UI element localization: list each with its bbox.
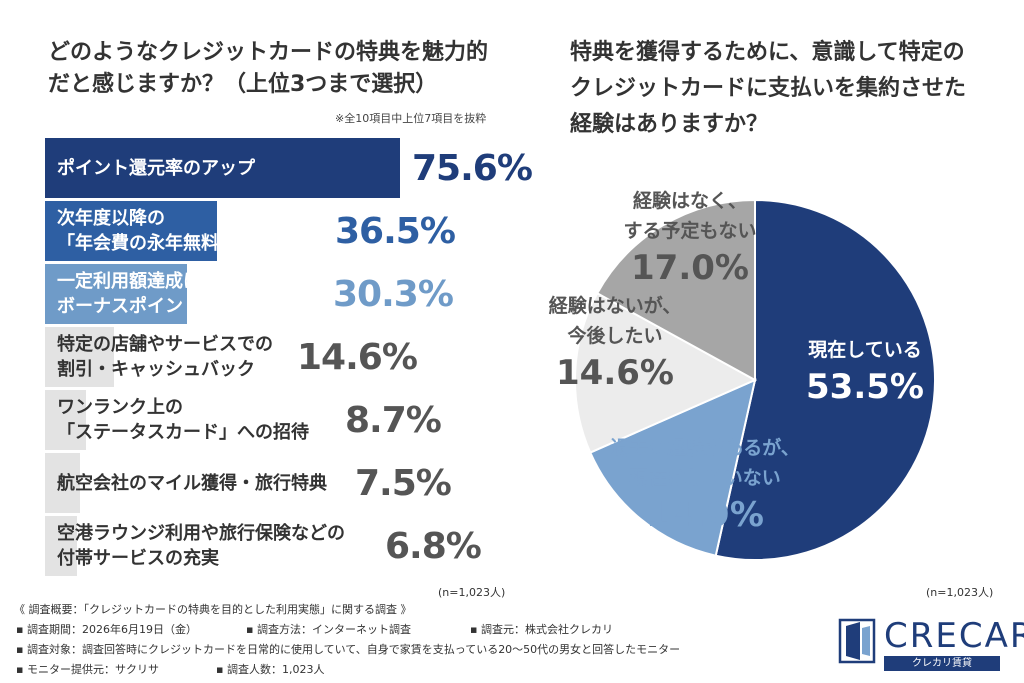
pie-slice-label: する予定もない	[623, 219, 756, 242]
bar-category-line: ボーナスポイント	[57, 296, 201, 317]
logo-text: CRECARI	[884, 616, 1024, 656]
bar-row: 特定の店舗やサービスでの 割引・キャッシュバック 14.6%	[45, 327, 525, 387]
bar-row: ポイント還元率のアップ 75.6%	[45, 138, 533, 198]
bar-category-label: 空港ラウンジ利用や旅行保険などの 付帯サービスの充実	[57, 516, 345, 576]
bar-value-label: 36.5%	[335, 210, 456, 252]
right-chart-title-line1: 特典を獲得するために、意識して特定の	[570, 40, 965, 65]
right-chart-title-line2: クレジットカードに支払いを集約させた	[570, 76, 967, 101]
bar-category-label: 特定の店舗やサービスでの 割引・キャッシュバック	[57, 327, 273, 387]
pie-slice	[574, 291, 758, 454]
pie-slice-label: 現在はしていない	[629, 466, 780, 489]
bar-category-line: 航空会社のマイル獲得・旅行特典	[57, 472, 327, 494]
bar-category-line: 「ステータスカード」への招待	[57, 422, 309, 443]
pie-value-label: 14.9%	[646, 495, 764, 535]
crecari-logo-icon	[838, 618, 876, 664]
pie-slice	[714, 198, 936, 561]
left-chart-n-label: (n=1,023人)	[438, 586, 506, 599]
left-chart-title-line1: どのようなクレジットカードの特典を魅力的	[48, 40, 489, 65]
right-chart-n-label: (n=1,023人)	[926, 586, 994, 599]
left-chart-note: ※全10項目中上位7項目を抜粋	[335, 112, 487, 125]
bar-category-line: 空港ラウンジ利用や旅行保険などの	[57, 523, 345, 544]
bar-category-label: 一定利用額達成による ボーナスポイント	[57, 264, 236, 324]
bar	[45, 327, 114, 387]
bar-category-line: 付帯サービスの充実	[57, 548, 219, 569]
bar-category-line: ポイント還元率のアップ	[57, 157, 255, 179]
pie-slice-label: 過去に経験があるが、	[610, 436, 800, 459]
pie-value-label: 53.5%	[806, 367, 924, 407]
bar	[45, 453, 80, 513]
pie-slice	[595, 198, 756, 382]
bar-row: 一定利用額達成による ボーナスポイント 30.3%	[45, 264, 525, 324]
pie-chart: 現在している 53.5% 過去に経験があるが、現在はしていない 14.9% 経験はないが…	[549, 189, 936, 561]
left-chart-title-line2: だと感じますか？（上位3つまで選択）	[48, 72, 438, 97]
footer-count: ▪ 調査人数：1,023人	[216, 663, 325, 676]
footer-period: ▪ 調査期間：2026年6月19日（金）	[16, 623, 197, 636]
bar-row: 空港ラウンジ利用や旅行保険などの 付帯サービスの充実 6.8%	[45, 516, 525, 576]
pie-slice-label: 現在している	[808, 338, 921, 361]
bar-category-line: 一定利用額達成による	[57, 271, 237, 292]
bar-category-label: ワンランク上の「ステータスカード」への招待	[57, 390, 309, 450]
bar-category-label: ポイント還元率のアップ	[57, 138, 255, 198]
footer-target: ▪ 調査対象：調査回答時にクレジットカードを日常的に使用していて、自身で家賃を支…	[16, 643, 681, 656]
bar-row: ワンランク上の「ステータスカード」への招待 8.7%	[45, 390, 525, 450]
footer-provider: ▪ モニター提供元：サクリサ	[16, 663, 159, 676]
pie-value-label: 14.6%	[556, 353, 674, 393]
bar-row: 航空会社のマイル獲得・旅行特典 7.5%	[45, 453, 525, 513]
bar-value-label: 30.3%	[333, 273, 454, 315]
right-chart-title-line3: 経験はありますか？	[570, 112, 769, 137]
footer-survey-title: 《 調査概要：「クレジットカードの特典を目的とした利用実態」に関する調査 》	[14, 603, 412, 616]
bar	[45, 516, 77, 576]
pie-value-label: 17.0%	[631, 248, 749, 288]
bar-value-label: 6.8%	[385, 525, 482, 567]
bar-category-line: 割引・キャッシュバック	[57, 359, 255, 380]
bar-category-label: 航空会社のマイル獲得・旅行特典	[57, 453, 327, 513]
bar-value-label: 7.5%	[355, 462, 452, 504]
bar-value-label: 75.6%	[412, 147, 533, 189]
bar-category-label: 次年度以降の「年会費の永年無料化」	[57, 201, 255, 261]
bar	[45, 390, 86, 450]
bar-category-line: 「年会費の永年無料化」	[57, 233, 255, 254]
logo-subtitle: クレカリ賃貸	[884, 656, 1000, 671]
bar	[45, 264, 187, 324]
bar-value-label: 14.6%	[297, 336, 418, 378]
bar	[45, 201, 217, 261]
footer-source: ▪ 調査元：株式会社クレカリ	[470, 623, 613, 636]
bar-category-line: 特定の店舗やサービスでの	[57, 334, 273, 355]
pie-slice-label: 今後したい	[566, 324, 662, 347]
bar	[45, 138, 400, 198]
bar-row: 次年度以降の「年会費の永年無料化」 36.5%	[45, 201, 525, 261]
footer-method: ▪ 調査方法：インターネット調査	[246, 623, 411, 636]
pie-slice-label: 経験はないが、	[549, 294, 682, 317]
pie-slice	[588, 378, 757, 557]
bar-category-line: 次年度以降の	[57, 208, 165, 229]
bar-category-line: ワンランク上の	[57, 397, 183, 418]
bar-value-label: 8.7%	[345, 399, 442, 441]
pie-slice-label: 経験はなく、	[633, 189, 747, 212]
